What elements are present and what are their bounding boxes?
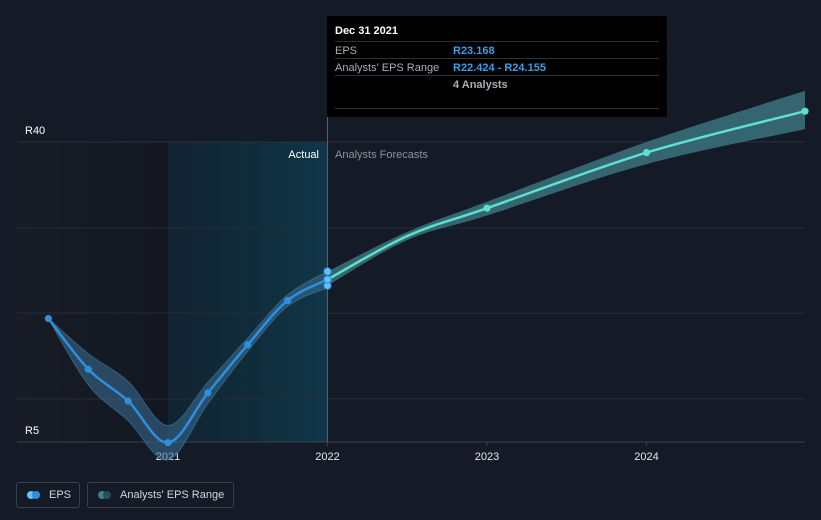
forecast-data-point (642, 149, 651, 157)
legend-range-toggle[interactable]: Analysts' EPS Range (87, 482, 234, 508)
x-tick-label: 2022 (315, 451, 339, 463)
eps-data-point (44, 314, 52, 323)
y-tick-label-bottom: R5 (25, 425, 39, 437)
eps-data-point (244, 341, 252, 349)
eps-legend-dot-light (27, 491, 35, 499)
tooltip-range-label: Analysts' EPS Range (335, 62, 440, 74)
eps-data-point (124, 397, 132, 405)
range-legend-dot-light (98, 491, 106, 499)
legend-range-label: Analysts' EPS Range (120, 489, 225, 501)
eps-legend-icon (27, 491, 43, 499)
tooltip-range-row: Analysts' EPS Range R22.424 - R24.155 (335, 58, 659, 76)
forecast-data-point (483, 204, 491, 212)
current-data-point (323, 267, 332, 276)
range-legend-dot-dark (103, 491, 111, 499)
pre-actual-region (17, 142, 168, 442)
tooltip-eps-value: R23.168 (453, 45, 495, 57)
forecast-range-band (327, 90, 805, 286)
forecast-label: Analysts Forecasts (335, 149, 428, 161)
forecast-data-point (801, 107, 809, 115)
tooltip-analysts-count: 4 Analysts (453, 79, 508, 91)
eps-data-point (164, 439, 172, 447)
tooltip-eps-label: EPS (335, 45, 358, 57)
legend-eps-toggle[interactable]: EPS (16, 482, 80, 508)
eps-data-point (204, 389, 212, 397)
x-tick-label: 2023 (475, 451, 499, 463)
forecast-series-line (326, 109, 806, 281)
tooltip: Dec 31 2021 EPS R23.168 Analysts' EPS Ra… (327, 16, 667, 117)
y-tick-label-top: R40 (25, 125, 45, 137)
actual-label: Actual (288, 149, 319, 161)
range-legend-icon (98, 491, 114, 499)
tooltip-date: Dec 31 2021 (335, 25, 398, 37)
x-tick-label: 2024 (634, 451, 658, 463)
tooltip-divider (335, 108, 659, 109)
tooltip-range-value: R22.424 - R24.155 (453, 62, 546, 74)
eps-data-point (284, 296, 292, 305)
tooltip-analysts-row: 4 Analysts (335, 75, 659, 93)
current-data-point (323, 275, 332, 284)
legend-eps-label: EPS (49, 489, 72, 501)
tooltip-eps-row: EPS R23.168 (335, 41, 659, 59)
eps-legend-dot-dark (32, 491, 40, 499)
eps-data-point (84, 365, 92, 373)
